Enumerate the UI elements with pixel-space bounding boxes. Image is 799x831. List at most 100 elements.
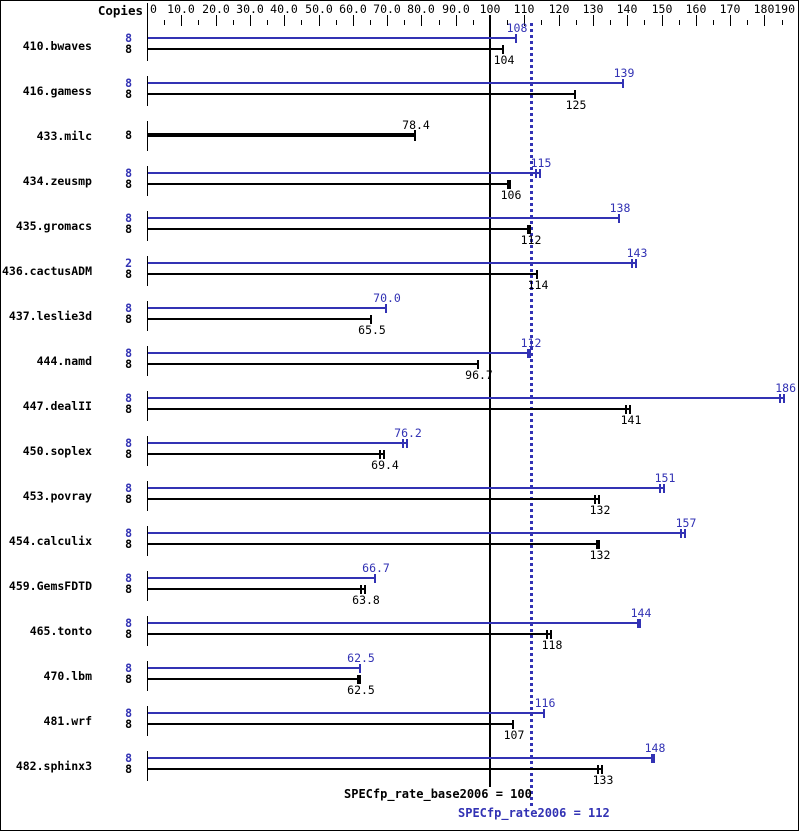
- axis-tick-label: 0: [150, 2, 157, 16]
- copies-label-peak: 8: [125, 571, 132, 585]
- copies-label-peak: 8: [125, 211, 132, 225]
- axis-tick-label: 190: [774, 2, 795, 16]
- bar-end-cap: [622, 79, 624, 88]
- base-bar: [148, 183, 511, 185]
- base-bar: [148, 678, 361, 680]
- peak-metric-label: SPECfp_rate2006 = 112: [458, 806, 610, 820]
- axis-minor-tick: [473, 20, 474, 25]
- axis-tick-label: 140: [616, 2, 638, 16]
- benchmark-label: 444.namd: [36, 354, 92, 368]
- group-baseline: [147, 76, 148, 106]
- group-baseline: [147, 481, 148, 511]
- axis-major-tick: [284, 15, 285, 26]
- bar-end-cap: [659, 484, 661, 493]
- group-baseline: [147, 571, 148, 601]
- peak-bar: [148, 442, 408, 444]
- axis-minor-tick: [439, 20, 440, 25]
- axis-tick-label: 40.0: [270, 2, 298, 16]
- copies-label-peak: 2: [125, 256, 132, 270]
- axis-major-tick: [524, 15, 525, 26]
- peak-value-label: 139: [613, 66, 635, 80]
- axis-minor-tick: [679, 20, 680, 25]
- copies-label-base: 8: [125, 222, 132, 236]
- benchmark-label: 481.wrf: [43, 714, 92, 728]
- base-bar: [148, 363, 479, 365]
- base-bar: [148, 93, 576, 95]
- base-value-label: 112: [520, 233, 542, 247]
- bar-end-cap: [779, 394, 781, 403]
- bar-end-cap: [684, 529, 686, 538]
- peak-value-label: 66.7: [362, 561, 390, 575]
- peak-bar: [148, 82, 624, 84]
- axis-minor-tick: [301, 20, 302, 25]
- bar-end-cap: [629, 405, 631, 414]
- bar-end-cap: [546, 630, 548, 639]
- peak-value-label: 151: [654, 471, 676, 485]
- benchmark-label: 437.leslie3d: [8, 309, 92, 323]
- copies-label-peak: 8: [125, 301, 132, 315]
- benchmark-label: 436.cactusADM: [1, 264, 92, 278]
- bar-end-cap: [598, 495, 600, 504]
- peak-bar: [148, 37, 517, 39]
- base-value-label: 63.8: [352, 593, 380, 607]
- copies-label-base: 8: [125, 537, 132, 551]
- group-baseline: [147, 661, 148, 691]
- axis-major-tick: [387, 15, 388, 26]
- axis-major-tick: [216, 15, 217, 26]
- bar-end-cap: [631, 259, 633, 268]
- peak-bar: [148, 532, 686, 534]
- base-value-label: 106: [500, 188, 522, 202]
- bar-end-cap: [364, 585, 366, 594]
- benchmark-label: 410.bwaves: [22, 39, 92, 53]
- bar-end-cap: [783, 394, 785, 403]
- bar-end-cap: [550, 630, 552, 639]
- base-value-label: 65.5: [358, 323, 386, 337]
- group-baseline: [147, 211, 148, 241]
- peak-value-label: 108: [506, 21, 528, 35]
- bar-end-cap: [663, 484, 665, 493]
- peak-bar: [148, 487, 665, 489]
- copies-label-base: 8: [125, 267, 132, 281]
- benchmark-label: 459.GemsFDTD: [8, 579, 92, 593]
- peak-value-label: 138: [609, 201, 631, 215]
- axis-major-tick: [181, 15, 182, 26]
- bar-end-cap: [527, 349, 531, 358]
- axis-tick-label: 30.0: [236, 2, 264, 16]
- axis-minor-tick: [610, 20, 611, 25]
- bar-end-cap: [637, 619, 641, 628]
- base-bar: [148, 768, 603, 770]
- bar-end-cap: [370, 315, 372, 324]
- copies-label-peak: 8: [125, 616, 132, 630]
- base-bar: [148, 588, 366, 590]
- peak-value-label: 157: [675, 516, 697, 530]
- peak-value-label: 144: [630, 606, 652, 620]
- axis-major-tick: [456, 15, 457, 26]
- peak-bar: [148, 262, 637, 264]
- peak-value-label: 112: [520, 336, 542, 350]
- bar-end-cap: [536, 270, 538, 279]
- copies-label-base: 8: [125, 87, 132, 101]
- base-reference-line: [489, 15, 491, 787]
- base-bar: [148, 408, 631, 410]
- copies-label-peak: 8: [125, 436, 132, 450]
- bar-end-cap: [601, 765, 603, 774]
- base-value-label: 132: [589, 503, 611, 517]
- axis-minor-tick: [782, 20, 783, 25]
- base-bar: [148, 498, 600, 500]
- bar-end-cap: [527, 225, 531, 234]
- peak-bar: [148, 352, 531, 354]
- axis-major-tick: [250, 15, 251, 26]
- base-bar: [148, 633, 552, 635]
- base-bar: [148, 543, 600, 545]
- bar-end-cap: [507, 180, 511, 189]
- axis-major-tick: [353, 15, 354, 26]
- axis-minor-tick: [198, 20, 199, 25]
- bar-end-cap: [477, 360, 479, 369]
- group-baseline: [147, 526, 148, 556]
- axis-tick-label: 70.0: [373, 2, 401, 16]
- peak-reference-line: [530, 23, 533, 807]
- base-value-label: 141: [620, 413, 642, 427]
- axis-major-tick: [147, 15, 148, 26]
- group-baseline: [147, 616, 148, 646]
- bar-end-cap: [680, 529, 682, 538]
